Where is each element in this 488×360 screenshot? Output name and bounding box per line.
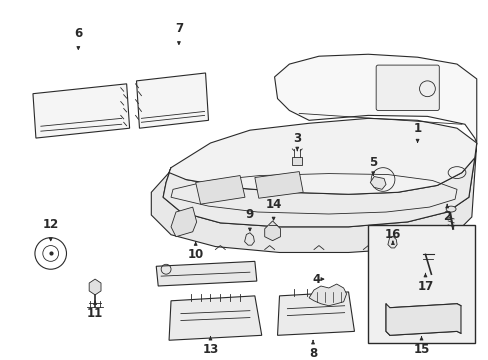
Polygon shape bbox=[264, 221, 280, 240]
Polygon shape bbox=[385, 304, 460, 335]
Polygon shape bbox=[169, 296, 261, 340]
Polygon shape bbox=[89, 279, 101, 295]
Text: 13: 13 bbox=[202, 343, 218, 356]
Polygon shape bbox=[195, 176, 244, 204]
Bar bbox=[367, 225, 474, 343]
Text: 1: 1 bbox=[413, 122, 421, 135]
Text: 6: 6 bbox=[74, 27, 82, 40]
Polygon shape bbox=[171, 207, 196, 237]
Polygon shape bbox=[387, 236, 396, 248]
Text: 11: 11 bbox=[87, 307, 103, 320]
Text: 8: 8 bbox=[308, 347, 317, 360]
Text: 10: 10 bbox=[187, 248, 203, 261]
Text: 7: 7 bbox=[175, 22, 183, 35]
Text: 17: 17 bbox=[416, 279, 433, 293]
Text: 12: 12 bbox=[42, 219, 59, 231]
Bar bbox=[292, 157, 302, 165]
Ellipse shape bbox=[445, 206, 455, 212]
Polygon shape bbox=[277, 292, 354, 335]
Polygon shape bbox=[274, 54, 476, 143]
Text: 16: 16 bbox=[384, 228, 400, 241]
Text: 3: 3 bbox=[293, 131, 301, 145]
Polygon shape bbox=[169, 118, 476, 194]
Polygon shape bbox=[156, 261, 256, 286]
Text: 4: 4 bbox=[312, 273, 321, 285]
Text: 15: 15 bbox=[412, 343, 429, 356]
Polygon shape bbox=[151, 143, 476, 252]
Polygon shape bbox=[33, 84, 129, 138]
Text: 14: 14 bbox=[265, 198, 281, 211]
Text: 5: 5 bbox=[368, 156, 377, 169]
FancyBboxPatch shape bbox=[375, 65, 438, 111]
Text: 2: 2 bbox=[442, 211, 450, 224]
Polygon shape bbox=[136, 73, 208, 128]
Polygon shape bbox=[163, 158, 474, 227]
Polygon shape bbox=[254, 172, 303, 198]
Text: 9: 9 bbox=[245, 208, 254, 221]
Polygon shape bbox=[308, 284, 346, 306]
Polygon shape bbox=[244, 233, 254, 245]
Polygon shape bbox=[369, 176, 385, 189]
